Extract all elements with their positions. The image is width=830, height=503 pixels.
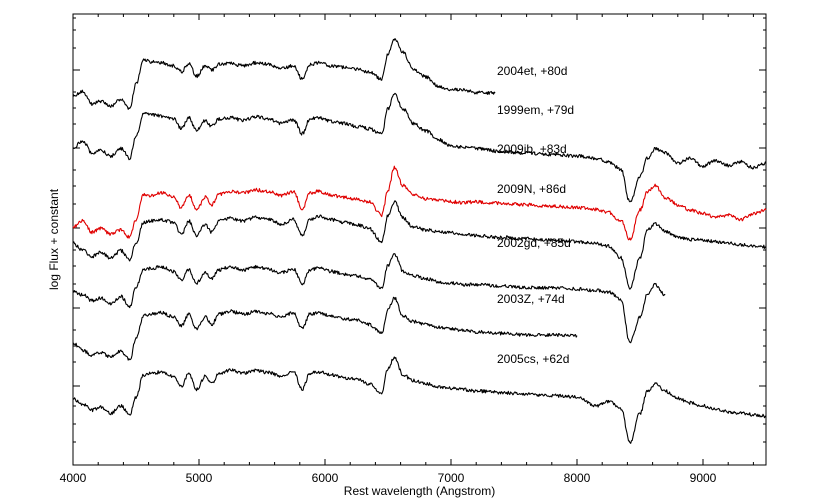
spectrum-line [72,253,666,344]
series-labels: 2004et, +80d 1999em, +79d 2009ib, +83d 2009… [497,64,574,366]
series-label: 2002gd, +85d [497,236,571,250]
y-axis-label: log Flux + constant [47,188,61,290]
plot-frame [72,13,767,466]
x-axis-label: Rest wavelength (Angstrom) [344,484,495,498]
series-label: 2009N, +86d [497,182,566,196]
x-tick-label: 7000 [438,471,465,485]
x-tick-label: 4000 [60,471,87,485]
spectrum-line [72,165,767,241]
spectrum-line [72,200,766,290]
x-axis: 4000 5000 6000 7000 8000 9000 [60,14,754,485]
x-tick-label: 6000 [312,471,339,485]
series-label: 2004et, +80d [497,64,567,78]
x-tick-label: 5000 [186,471,213,485]
spectrum-line [72,296,578,361]
x-tick-label: 9000 [690,471,717,485]
spectrum-line [72,92,767,203]
series-label: 2009ib, +83d [497,142,567,156]
spectrum-line [72,38,496,110]
x-tick-label: 8000 [564,471,591,485]
spectrum-line [73,356,766,444]
series-label: 2005cs, +62d [497,352,569,366]
series-label: 1999em, +79d [497,103,574,117]
series-label: 2003Z, +74d [497,292,565,306]
series-group [72,38,767,444]
